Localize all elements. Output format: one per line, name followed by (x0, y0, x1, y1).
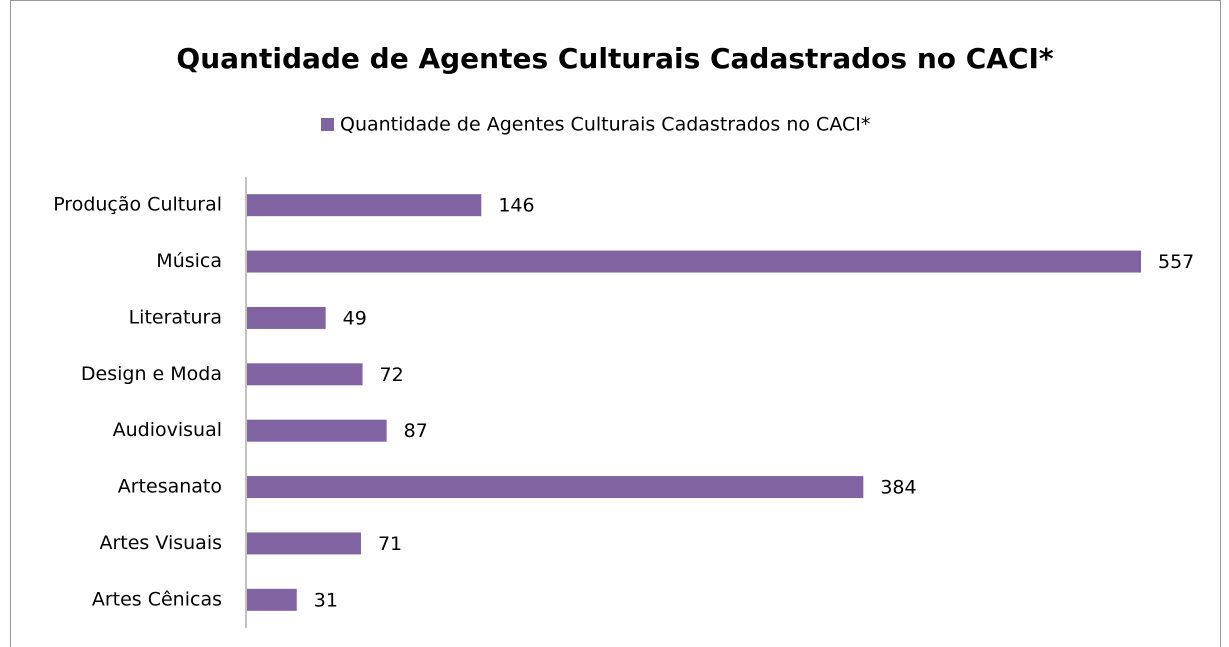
legend-swatch (321, 118, 334, 131)
data-label: 384 (880, 477, 916, 499)
bar (247, 306, 326, 329)
data-label: 31 (314, 589, 338, 611)
y-tick-label: Design e Moda (81, 363, 222, 385)
chart-title: Quantidade de Agentes Culturais Cadastra… (176, 42, 1054, 75)
bar (247, 363, 363, 386)
y-tick-label: Artes Cênicas (92, 588, 222, 610)
bar (247, 250, 1141, 273)
bar (247, 476, 864, 499)
bar (247, 194, 482, 217)
data-label: 49 (343, 307, 367, 329)
data-label: 72 (380, 364, 404, 386)
data-label: 146 (498, 195, 534, 217)
y-tick-label: Música (156, 250, 222, 272)
y-tick-label: Artes Visuais (99, 532, 222, 554)
y-tick-label: Audiovisual (113, 419, 222, 441)
legend-label: Quantidade de Agentes Culturais Cadastra… (340, 114, 870, 136)
y-tick-label: Artesanato (118, 476, 222, 498)
y-tick-label: Literatura (129, 306, 222, 328)
data-label: 557 (1158, 251, 1194, 273)
data-label: 71 (378, 533, 402, 555)
bar (247, 588, 297, 611)
y-tick-label: Produção Cultural (53, 194, 222, 216)
data-label: 87 (404, 420, 428, 442)
bar (247, 532, 361, 555)
bar (247, 419, 387, 442)
chart-frame (10, 0, 1221, 647)
